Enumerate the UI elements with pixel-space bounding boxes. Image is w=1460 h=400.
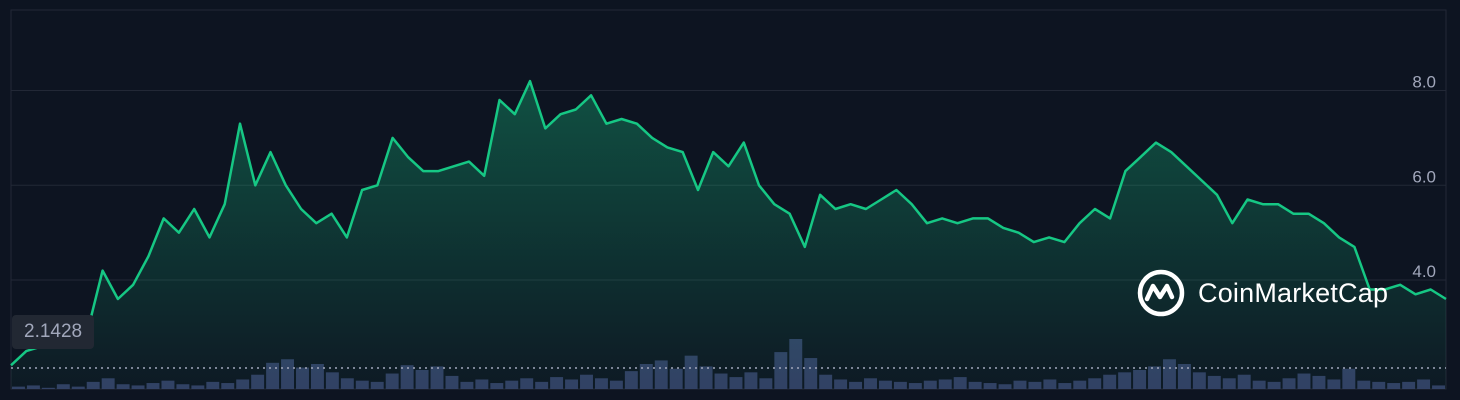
logo-text: CoinMarketCap: [1198, 277, 1389, 308]
y-tick-label: 8.0: [1412, 73, 1436, 92]
reference-value-badge: 2.1428: [12, 315, 95, 349]
price-line: [10, 79, 1447, 367]
price-area-fill: [11, 81, 1446, 389]
price-area: [10, 79, 1447, 389]
y-axis-ticks: 4.0 6.0 8.0: [1412, 73, 1436, 282]
y-tick-label: 6.0: [1412, 167, 1436, 186]
coinmarketcap-icon: [1137, 269, 1185, 317]
coinmarketcap-logo: CoinMarketCap: [1136, 268, 1388, 318]
y-tick-label: 4.0: [1412, 262, 1436, 281]
